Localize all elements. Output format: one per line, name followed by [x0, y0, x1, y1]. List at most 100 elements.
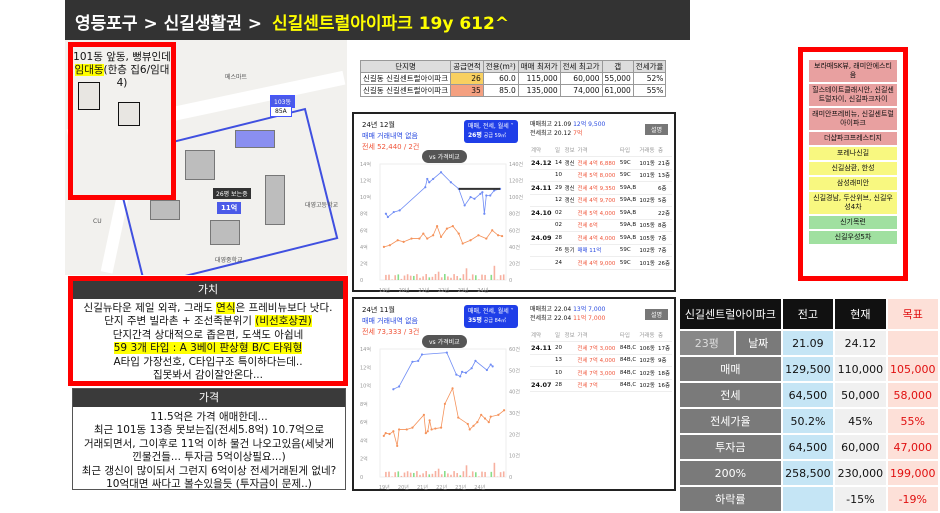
jeonse-line	[384, 226, 502, 247]
deal-cell	[564, 219, 577, 232]
summary-title: 신길센트럴아이파크	[680, 299, 781, 329]
sale-point	[421, 353, 423, 355]
max-jeonse-value: 7억	[573, 130, 582, 137]
deal-cell	[564, 207, 577, 220]
page-title: 신길센트럴아이파크 19y 612^	[272, 14, 509, 34]
deal-column: 타입	[619, 329, 639, 342]
deal-column: 계약	[530, 144, 554, 157]
volume-bar	[404, 473, 406, 477]
deal-column: 가격	[576, 144, 618, 157]
right-tick: 10건	[509, 453, 520, 460]
excel-header[interactable]: 전세 최고가	[560, 61, 602, 73]
deal-cell: 102동	[638, 379, 657, 392]
jeonse-line	[384, 388, 504, 446]
type-selector[interactable]: 매매, 전세, 월세 ˅26평 공급 59㎡	[464, 120, 518, 143]
jeonse-point	[488, 421, 490, 423]
volume-bar	[416, 274, 418, 280]
building-outline	[78, 82, 100, 110]
row-label: 200%	[680, 461, 781, 485]
right-tick: 0	[509, 278, 512, 284]
volume-bar	[478, 476, 480, 477]
jeonse-point	[418, 237, 420, 239]
summary-col: 전고	[783, 299, 833, 329]
jeonse-point	[427, 430, 429, 432]
excel-header[interactable]: 단지명	[361, 61, 451, 73]
excel-cell: 52%	[633, 73, 666, 85]
volume-bar	[484, 472, 486, 477]
deal-cell: 6층	[657, 182, 672, 195]
value-lines: 신길뉴타운 제일 외곽, 그래도 연식은 프레비뉴보다 낫다.단지 주변 빌라촌…	[73, 299, 343, 383]
sale-point	[392, 388, 394, 390]
jeonse-point	[477, 234, 479, 236]
excel-header[interactable]: 공급면적	[451, 61, 484, 73]
jeonse-point	[440, 427, 442, 429]
price-line: 낀물건들... 투자금 5억이상필요...)	[73, 451, 345, 465]
sale-point	[469, 196, 471, 198]
map-price-marker[interactable]: 11억	[217, 202, 241, 214]
volume-bar	[484, 275, 486, 280]
volume-bar	[413, 276, 415, 280]
deal-cell: 29	[554, 182, 564, 195]
deal-cell: 59C	[619, 157, 638, 170]
left-tick: 8억	[360, 211, 368, 218]
max-jeonse-label: 전세최고 20.12	[530, 130, 571, 137]
volume-bar	[422, 276, 424, 280]
sale-point	[432, 178, 434, 180]
excel-header[interactable]: 매매 최저가	[518, 61, 560, 73]
value-line: A타입 가장선호, C타입구조 특이하다는데..	[73, 356, 343, 370]
deal-cell	[530, 219, 554, 232]
excel-header[interactable]: 갭	[602, 61, 633, 73]
jeonse-point	[430, 428, 432, 430]
explain-button[interactable]: 설명	[645, 124, 668, 135]
volume-bar	[494, 463, 496, 477]
volume-bar	[401, 476, 403, 477]
volume-bar	[453, 471, 455, 477]
excel-cell: 55,000	[602, 73, 633, 85]
deal-cell: 59C	[619, 257, 638, 270]
deal-cell: 106동	[638, 342, 657, 355]
deal-cell: 24.10	[530, 207, 554, 220]
deal-cell: 13	[554, 354, 564, 367]
jeonse-point	[503, 409, 505, 411]
sale-point	[464, 204, 466, 206]
sale-point	[450, 181, 452, 183]
deal-cell: 전세 7억 3,000	[576, 367, 618, 380]
deal-cell: 59A,B	[619, 182, 638, 195]
price-chart: 14억12억10억8억6억4억2억0140건120건100건80건60건40건2…	[358, 160, 528, 296]
sale-point	[398, 385, 400, 387]
jeonse-point	[411, 427, 413, 429]
type-selector[interactable]: 매매, 전세, 월세 ˅35평 공급 84㎡	[464, 305, 518, 328]
panel-date: 24년 11월	[362, 305, 419, 316]
excel-header[interactable]: 전세가율	[633, 61, 666, 73]
sale-point	[417, 360, 419, 362]
explain-button[interactable]: 설명	[645, 309, 668, 320]
left-tick: 14억	[360, 161, 371, 168]
jeonse-point	[440, 236, 442, 238]
volume-bar	[475, 275, 477, 280]
volume-bar	[450, 475, 452, 477]
deal-column: 거래동	[638, 329, 657, 342]
summary-cell: 58,000	[888, 383, 938, 407]
left-tick: 10억	[360, 383, 371, 390]
excel-header[interactable]: 전용(m²)	[483, 61, 518, 73]
deal-cell: 101동	[638, 169, 657, 182]
deal-cell: 갱신	[564, 182, 577, 195]
sale-point	[489, 194, 491, 196]
